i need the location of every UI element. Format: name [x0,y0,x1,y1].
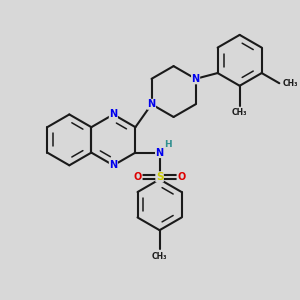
Text: N: N [191,74,200,84]
Text: O: O [134,172,142,182]
Text: N: N [155,148,164,158]
Text: O: O [177,172,185,182]
Text: CH₃: CH₃ [152,252,167,261]
Text: N: N [109,110,117,119]
Text: S: S [156,172,163,182]
Text: H: H [164,140,172,149]
Text: N: N [148,99,156,109]
Text: CH₃: CH₃ [282,79,298,88]
Text: N: N [109,160,117,170]
Text: CH₃: CH₃ [232,108,248,117]
